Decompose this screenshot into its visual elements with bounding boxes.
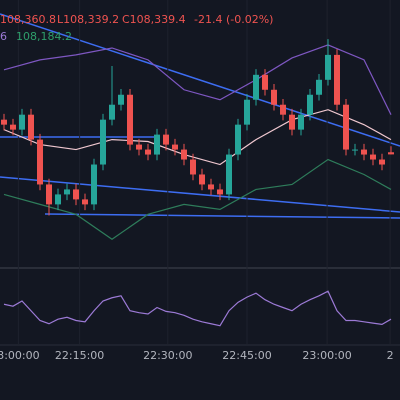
- candle-body: [271, 89, 277, 105]
- candle-body: [163, 134, 169, 145]
- header-change: -21.4 (-0.02%): [194, 13, 273, 26]
- candle-body: [226, 154, 232, 195]
- candle-body: [145, 149, 151, 155]
- candle-body: [280, 104, 286, 115]
- candle-body: [1, 119, 7, 125]
- candle-body: [91, 164, 97, 205]
- header-close: C108,339.4: [122, 13, 186, 26]
- x-tick-label: 23:00:00: [302, 349, 351, 362]
- candle-body: [262, 74, 268, 90]
- candle-body: [379, 159, 385, 165]
- candle-body: [307, 94, 313, 115]
- candle-body: [190, 159, 196, 175]
- candle-body: [208, 184, 214, 190]
- candle-body: [235, 124, 241, 155]
- candle-body: [316, 79, 322, 95]
- candle-body: [199, 174, 205, 185]
- candle-body: [361, 149, 367, 155]
- x-tick-label: 22:30:00: [143, 349, 192, 362]
- trend-line: [44, 213, 400, 219]
- x-tick-label: 22:45:00: [222, 349, 271, 362]
- candle-body: [217, 189, 223, 195]
- candle-body: [37, 139, 43, 185]
- marks: [1, 0, 394, 345]
- candle-body: [325, 54, 331, 80]
- band-line: [3, 109, 392, 166]
- band-line: [3, 44, 392, 115]
- candle-body: [154, 134, 160, 155]
- x-tick-label: 3:00:00: [0, 349, 40, 362]
- candle-body: [118, 94, 124, 105]
- candle-body: [10, 124, 16, 130]
- band-line: [3, 158, 392, 240]
- candle-body: [334, 54, 340, 105]
- candle-body: [64, 189, 70, 195]
- candle-body: [136, 144, 142, 150]
- candle-body: [370, 154, 376, 160]
- candle-body: [172, 144, 178, 150]
- candle-body: [244, 99, 250, 125]
- indicator-length: 6: [0, 30, 7, 43]
- x-tick-label: 22:15:00: [55, 349, 104, 362]
- candle-body: [352, 149, 358, 151]
- candle-body: [181, 149, 187, 160]
- candle-body: [253, 74, 259, 100]
- candle-body: [298, 114, 304, 130]
- candle-body: [100, 119, 106, 165]
- candle-body: [19, 114, 25, 130]
- indicator-value: 108,184.2: [16, 30, 72, 43]
- candle-body: [55, 194, 61, 205]
- candle-body: [127, 94, 133, 145]
- header-high: 108,360.8: [0, 13, 56, 26]
- header: 108,360.8 L108,339.2 C108,339.4 -21.4 (-…: [0, 13, 273, 43]
- header-low: L108,339.2: [57, 13, 119, 26]
- trend-line: [0, 176, 400, 213]
- candle-body: [73, 189, 79, 200]
- rsi-line: [3, 290, 392, 327]
- x-tick-label: 2: [387, 349, 394, 362]
- candle-body: [388, 152, 394, 155]
- candle-body: [343, 104, 349, 150]
- candle-body: [28, 114, 34, 140]
- candle-body: [82, 199, 88, 205]
- trend-line: [0, 13, 400, 147]
- candle-body: [289, 114, 295, 130]
- candle-body: [109, 104, 115, 120]
- candle-body: [46, 184, 52, 205]
